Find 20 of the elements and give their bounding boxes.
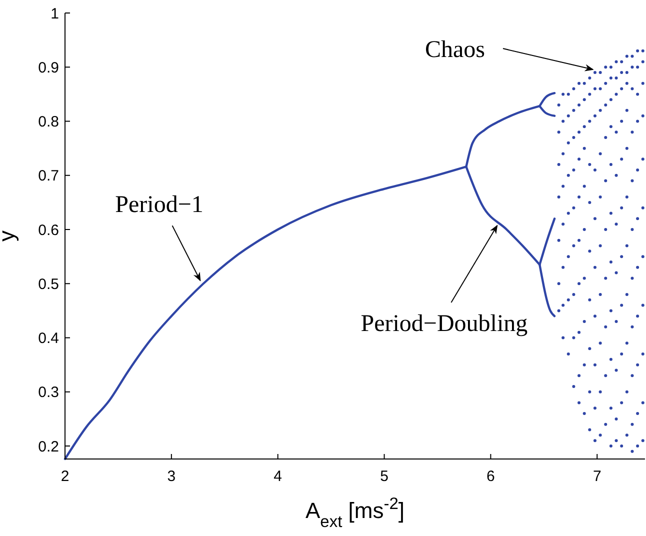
annotation: Period−1 — [115, 192, 204, 218]
y-tick-label: 0.9 — [38, 59, 59, 76]
x-tick-label: 6 — [486, 468, 495, 485]
x-axis-title: A$_{ext}$ [ms$^{-2}$] — [305, 495, 405, 531]
y-axis-title: y — [0, 230, 19, 242]
x-tick-label: 2 — [60, 468, 70, 485]
y-tick-label: 0.5 — [38, 276, 59, 293]
annotation: Chaos — [424, 36, 485, 63]
x-tick-label: 7 — [592, 468, 602, 485]
x-tick-label: 5 — [380, 468, 388, 485]
y-tick-label: 1 — [50, 5, 59, 22]
y-tick-label: 0.2 — [38, 438, 59, 456]
y-tick-label: 0.3 — [38, 384, 59, 402]
y-tick-label: 0.7 — [38, 168, 59, 185]
y-tick-label: 0.6 — [38, 222, 59, 239]
x-tick-label: 3 — [167, 468, 176, 485]
y-tick-label: 0.8 — [38, 114, 59, 130]
annotation: Period−Doubling — [360, 310, 528, 337]
y-tick-label: 0.4 — [38, 330, 59, 348]
x-tick-label: 4 — [274, 468, 282, 485]
